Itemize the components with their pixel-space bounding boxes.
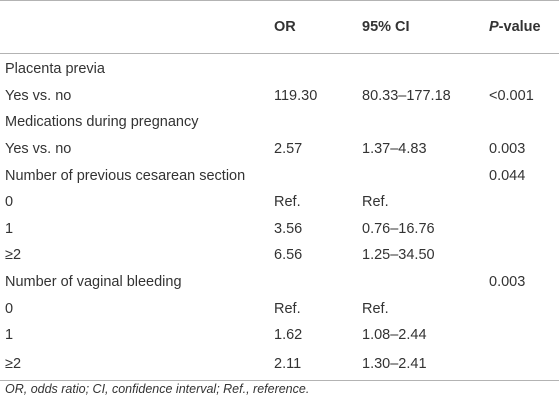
row-label: ≥2 <box>5 247 22 264</box>
row-ci: 1.25–34.50 <box>362 247 435 264</box>
table-row: ≥2 2.11 1.30–2.41 <box>0 348 559 381</box>
row-p-value <box>489 109 559 136</box>
row-p-value <box>489 189 559 216</box>
row-ci <box>362 269 489 296</box>
row-label: Placenta previa <box>5 61 105 78</box>
row-or <box>274 162 362 189</box>
row-ci <box>362 109 489 136</box>
table-row: 0 Ref. Ref. <box>0 189 559 216</box>
row-or: 2.57 <box>274 141 303 158</box>
row-or: 119.30 <box>274 87 318 104</box>
row-or: 1.62 <box>274 327 303 344</box>
table-row: ≥2 6.56 1.25–34.50 <box>0 242 559 269</box>
header-ci: 95% CI <box>362 0 489 54</box>
row-p-value <box>489 322 559 349</box>
table-row: Placenta previa <box>0 54 559 83</box>
row-label: 1 <box>5 220 14 237</box>
row-ci: 1.37–4.83 <box>362 141 427 158</box>
row-ci: 0.76–16.76 <box>362 220 435 237</box>
row-or: 2.11 <box>274 348 362 381</box>
row-label: Number of vaginal bleeding <box>5 274 182 291</box>
row-label: ≥2 <box>0 348 274 381</box>
row-p-value <box>489 295 559 322</box>
header-or: OR <box>274 0 362 54</box>
row-ci: 1.30–2.41 <box>362 348 489 381</box>
row-label: 0 <box>5 300 14 317</box>
row-or <box>274 109 362 136</box>
row-or <box>274 269 362 296</box>
row-or <box>274 54 362 83</box>
row-label: Medications during pregnancy <box>5 114 199 131</box>
table-row: Number of vaginal bleeding 0.003 <box>0 269 559 296</box>
header-row: OR 95% CI P-value <box>0 0 559 54</box>
row-ci: 80.33–177.18 <box>362 87 451 104</box>
table-row: Yes vs. no 2.57 1.37–4.83 0.003 <box>0 136 559 163</box>
row-ci: Ref. <box>362 194 389 211</box>
row-p-value: <0.001 <box>489 87 534 104</box>
row-ci: 1.08–2.44 <box>362 327 427 344</box>
results-table: OR 95% CI P-value Placenta previa Yes vs.… <box>0 0 559 381</box>
table-footnote: OR, odds ratio; CI, confidence interval;… <box>5 382 310 396</box>
table-row: 1 3.56 0.76–16.76 <box>0 216 559 243</box>
row-or: Ref. <box>274 194 301 211</box>
row-ci <box>362 54 489 83</box>
row-p-value <box>489 54 559 83</box>
table-row: Number of previous cesarean section 0.044 <box>0 162 559 189</box>
table-row: 1 1.62 1.08–2.44 <box>0 322 559 349</box>
row-ci: Ref. <box>362 300 389 317</box>
row-p-value <box>489 216 559 243</box>
row-ci <box>362 162 489 189</box>
row-label: Yes vs. no <box>5 141 72 158</box>
row-label: 1 <box>5 327 14 344</box>
row-p-value: 0.044 <box>489 167 526 184</box>
row-or: Ref. <box>274 300 301 317</box>
header-p-suffix: -value <box>498 19 541 35</box>
row-or: 6.56 <box>274 247 303 264</box>
row-label: 0 <box>5 194 14 211</box>
row-p-value: 0.003 <box>489 274 526 291</box>
row-label: Yes vs. no <box>5 87 72 104</box>
row-or: 3.56 <box>274 220 303 237</box>
table-row: Yes vs. no 119.30 80.33–177.18 <0.001 <box>0 83 559 110</box>
header-p-letter: P <box>489 19 499 35</box>
table-row: 0 Ref. Ref. <box>0 295 559 322</box>
header-variable <box>0 0 274 54</box>
header-p-value: P-value <box>489 0 559 54</box>
table-row: Medications during pregnancy <box>0 109 559 136</box>
row-p-value <box>489 242 559 269</box>
row-p-value <box>489 348 559 381</box>
row-p-value: 0.003 <box>489 141 526 158</box>
row-label: Number of previous cesarean section <box>5 167 246 184</box>
